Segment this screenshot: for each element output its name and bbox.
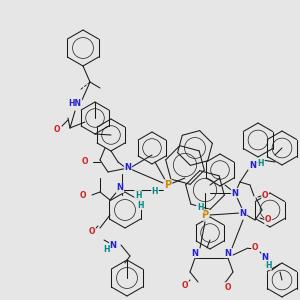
Text: N: N	[224, 248, 232, 257]
Text: O: O	[262, 190, 268, 200]
Text: H: H	[152, 188, 158, 196]
Text: H: H	[137, 200, 143, 209]
Text: P: P	[201, 210, 208, 220]
Text: N: N	[116, 184, 124, 193]
Text: N: N	[239, 208, 247, 217]
Text: N: N	[191, 248, 199, 257]
Text: H: H	[265, 260, 271, 269]
Text: HN: HN	[68, 98, 82, 107]
Text: H: H	[135, 190, 141, 200]
Text: O: O	[252, 242, 258, 251]
Text: O: O	[265, 215, 271, 224]
Text: N: N	[262, 254, 268, 262]
Text: O: O	[80, 190, 86, 200]
Text: H: H	[103, 244, 109, 253]
Text: O: O	[182, 280, 188, 290]
Text: O: O	[54, 124, 60, 134]
Text: N: N	[250, 160, 256, 169]
Text: N: N	[110, 241, 116, 250]
Text: N: N	[124, 164, 131, 172]
Text: O: O	[82, 158, 88, 166]
Text: P: P	[164, 180, 172, 190]
Text: H: H	[197, 203, 203, 212]
Text: O: O	[225, 283, 231, 292]
Text: O: O	[89, 227, 95, 236]
Text: N: N	[232, 188, 238, 197]
Text: H: H	[258, 158, 264, 167]
